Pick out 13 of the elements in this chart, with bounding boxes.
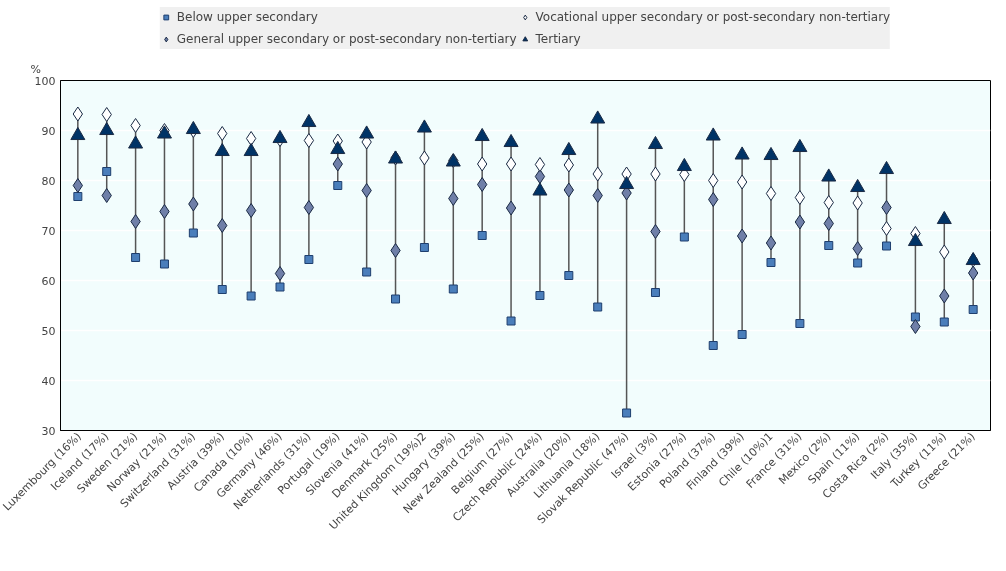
y-tick-label: 50 [41, 324, 56, 338]
legend-label: Tertiary [535, 30, 581, 47]
y-tick-label: 100 [34, 74, 56, 88]
y-tick-label: 90 [41, 124, 56, 138]
y-axis-title: % [30, 62, 41, 76]
y-tick-label: 70 [41, 224, 56, 238]
legend-label: General upper secondary or post-secondary non-tertiary [176, 30, 517, 47]
y-tick-label: 30 [41, 424, 56, 438]
legend-label: Vocational upper secondary or post-secondary non-tertiary [535, 8, 891, 25]
y-tick-label: 80 [41, 174, 56, 188]
y-tick-label: 40 [41, 374, 56, 388]
y-tick-label: 60 [41, 274, 56, 288]
legend-label: Below upper secondary [176, 8, 318, 25]
